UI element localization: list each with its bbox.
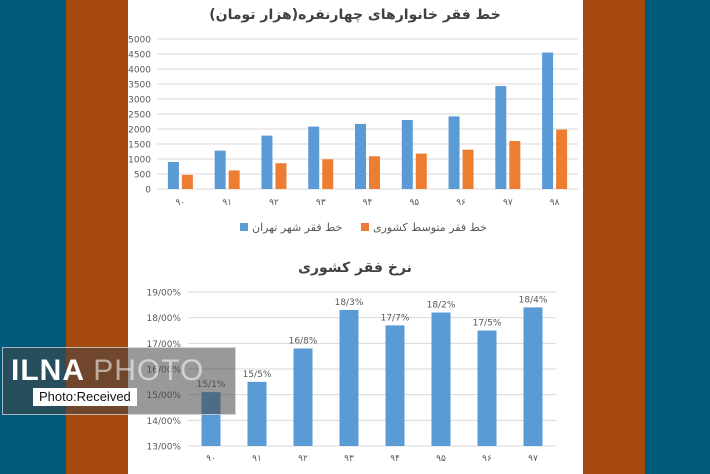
chart2-data-label: 16/8% bbox=[289, 336, 318, 346]
chart2-x-tick-label: ۹۴ bbox=[390, 454, 400, 464]
chart1-bar-tehran bbox=[261, 135, 273, 189]
chart1-bar-national bbox=[322, 159, 334, 189]
chart1-x-tick-label: ۹۲ bbox=[269, 198, 279, 208]
chart1-legend-label: خط فقر متوسط کشوری bbox=[373, 221, 487, 234]
chart1-y-tick-label: 4500 bbox=[128, 51, 151, 61]
chart2-title: نرخ فقر کشوری bbox=[298, 260, 412, 276]
chart1-bar-tehran bbox=[448, 116, 460, 189]
chart2-y-tick-label: 17/00% bbox=[147, 340, 182, 350]
chart2-x-tick-label: ۹۱ bbox=[252, 454, 262, 464]
chart2-x-tick-label: ۹۰ bbox=[206, 454, 216, 464]
chart2-bar bbox=[477, 330, 497, 446]
chart1-y-tick-label: 4000 bbox=[128, 66, 151, 76]
chart1-y-tick-label: 3000 bbox=[128, 96, 151, 106]
chart2-bar bbox=[293, 348, 313, 446]
chart2-y-tick-label: 13/00% bbox=[147, 443, 182, 453]
chart2-data-label: 17/7% bbox=[381, 313, 410, 323]
right-outer-band bbox=[645, 0, 710, 474]
chart2-x-tick-label: ۹۳ bbox=[344, 454, 354, 464]
chart2-x-tick-label: ۹۷ bbox=[528, 454, 538, 464]
chart2-y-tick-label: 14/00% bbox=[147, 417, 182, 427]
chart2-data-label: 17/5% bbox=[473, 319, 502, 329]
chart1-y-tick-label: 1000 bbox=[128, 156, 151, 166]
watermark-logo: ILNA PHOTO bbox=[11, 356, 204, 386]
chart2-y-tick-label: 18/00% bbox=[147, 314, 182, 324]
chart2-bar bbox=[523, 307, 543, 446]
chart2-bar bbox=[247, 381, 267, 446]
chart2-x-tick-label: ۹۵ bbox=[436, 454, 446, 464]
chart1-bar-national bbox=[275, 163, 287, 189]
chart2-bar bbox=[385, 325, 405, 446]
chart1-bar-tehran bbox=[308, 126, 320, 189]
chart1-title: خط فقر خانوارهای چهارنفره(هزار تومان) bbox=[209, 7, 501, 23]
right-inner-band bbox=[583, 0, 645, 474]
chart1-bar-tehran bbox=[167, 162, 179, 189]
chart1-y-tick-label: 500 bbox=[134, 171, 151, 181]
chart1-legend-label: خط فقر شهر تهران bbox=[252, 221, 342, 234]
chart1-y-tick-label: 2500 bbox=[128, 111, 151, 121]
chart1-y-tick-label: 2000 bbox=[128, 126, 151, 136]
chart2-y-tick-label: 19/00% bbox=[147, 289, 182, 299]
chart1-bar-national bbox=[228, 170, 240, 189]
chart2-data-label: 15/5% bbox=[243, 370, 272, 380]
chart1-bar-tehran bbox=[401, 120, 413, 189]
chart1-x-tick-label: ۹۸ bbox=[550, 198, 560, 208]
watermark-caption: Photo:Received bbox=[33, 388, 137, 406]
chart1-x-tick-label: ۹۵ bbox=[409, 198, 419, 208]
chart1-legend-swatch bbox=[240, 223, 248, 231]
chart1-bar-national bbox=[415, 153, 427, 189]
watermark-logo-secondary: PHOTO bbox=[93, 354, 205, 387]
chart1-bar-national bbox=[462, 149, 474, 189]
chart1-x-tick-label: ۹۴ bbox=[363, 198, 373, 208]
chart1-y-tick-label: 5000 bbox=[128, 36, 151, 46]
chart2-bar bbox=[431, 312, 451, 446]
chart1-bar-national bbox=[509, 141, 521, 189]
chart2-x-tick-label: ۹۲ bbox=[298, 454, 308, 464]
chart2-data-label: 18/3% bbox=[335, 298, 364, 308]
chart1-x-tick-label: ۹۷ bbox=[503, 198, 513, 208]
chart1-legend-swatch bbox=[361, 223, 369, 231]
chart1-y-tick-label: 3500 bbox=[128, 81, 151, 91]
chart1-bar-national bbox=[556, 129, 568, 189]
chart1-x-tick-label: ۹۰ bbox=[176, 198, 186, 208]
chart1-x-tick-label: ۹۳ bbox=[316, 198, 326, 208]
chart2-data-label: 18/2% bbox=[427, 301, 456, 311]
chart2-data-label: 18/4% bbox=[519, 295, 548, 305]
chart1-bar-tehran bbox=[214, 150, 226, 189]
watermark-logo-main: ILNA bbox=[11, 354, 84, 387]
chart2-bar bbox=[339, 309, 359, 446]
chart2-x-tick-label: ۹۶ bbox=[482, 454, 492, 464]
chart1-bar-tehran bbox=[495, 86, 507, 189]
chart1-x-tick-label: ۹۱ bbox=[222, 198, 232, 208]
chart1-y-tick-label: 1500 bbox=[128, 141, 151, 151]
chart1-x-tick-label: ۹۶ bbox=[456, 198, 466, 208]
chart1-bar-national bbox=[181, 174, 193, 189]
chart1-y-tick-label: 0 bbox=[145, 186, 151, 196]
chart1-bar-national bbox=[369, 156, 380, 189]
chart1-bar-tehran bbox=[542, 52, 554, 189]
ilna-photo-watermark: ILNA PHOTO Photo:Received bbox=[2, 347, 236, 415]
chart1-bar-tehran bbox=[355, 123, 366, 189]
